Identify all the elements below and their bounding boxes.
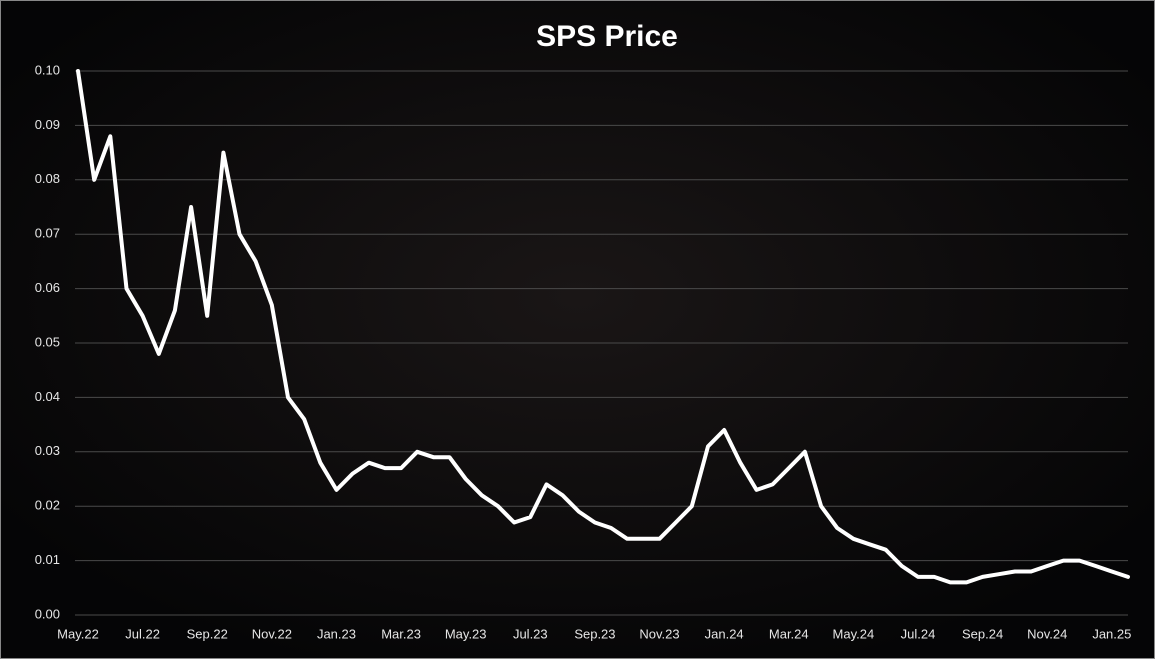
chart-title: SPS Price xyxy=(536,20,678,53)
y-tick-label: 0.10 xyxy=(35,62,60,77)
y-tick-label: 0.05 xyxy=(35,334,60,349)
x-tick-label: May.24 xyxy=(833,626,875,641)
x-tick-label: Sep.24 xyxy=(962,626,1003,641)
y-tick-label: 0.08 xyxy=(35,171,60,186)
x-tick-label: May.23 xyxy=(445,626,487,641)
x-tick-label: Nov.24 xyxy=(1027,626,1067,641)
x-tick-label: Mar.23 xyxy=(381,626,421,641)
y-tick-label: 0.06 xyxy=(35,280,60,295)
x-tick-label: Jul.23 xyxy=(513,626,548,641)
x-tick-label: Jul.24 xyxy=(901,626,936,641)
price-line xyxy=(76,69,1130,585)
x-tick-label: Sep.23 xyxy=(574,626,615,641)
x-tick-label: Jan.25 xyxy=(1092,626,1131,641)
x-tick-label: Nov.23 xyxy=(639,626,679,641)
y-tick-label: 0.02 xyxy=(35,498,60,513)
x-tick-label: May.22 xyxy=(57,626,99,641)
x-tick-label: Sep.22 xyxy=(187,626,228,641)
x-tick-label: Jan.23 xyxy=(317,626,356,641)
y-tick-label: 0.01 xyxy=(35,552,60,567)
x-tick-label: Jan.24 xyxy=(705,626,744,641)
y-tick-label: 0.00 xyxy=(35,606,60,621)
y-tick-label: 0.03 xyxy=(35,443,60,458)
x-tick-label: Jul.22 xyxy=(125,626,160,641)
y-tick-label: 0.04 xyxy=(35,389,60,404)
x-tick-label: Mar.24 xyxy=(769,626,809,641)
y-tick-label: 0.07 xyxy=(35,226,60,241)
x-tick-label: Nov.22 xyxy=(252,626,292,641)
y-tick-label: 0.09 xyxy=(35,117,60,132)
